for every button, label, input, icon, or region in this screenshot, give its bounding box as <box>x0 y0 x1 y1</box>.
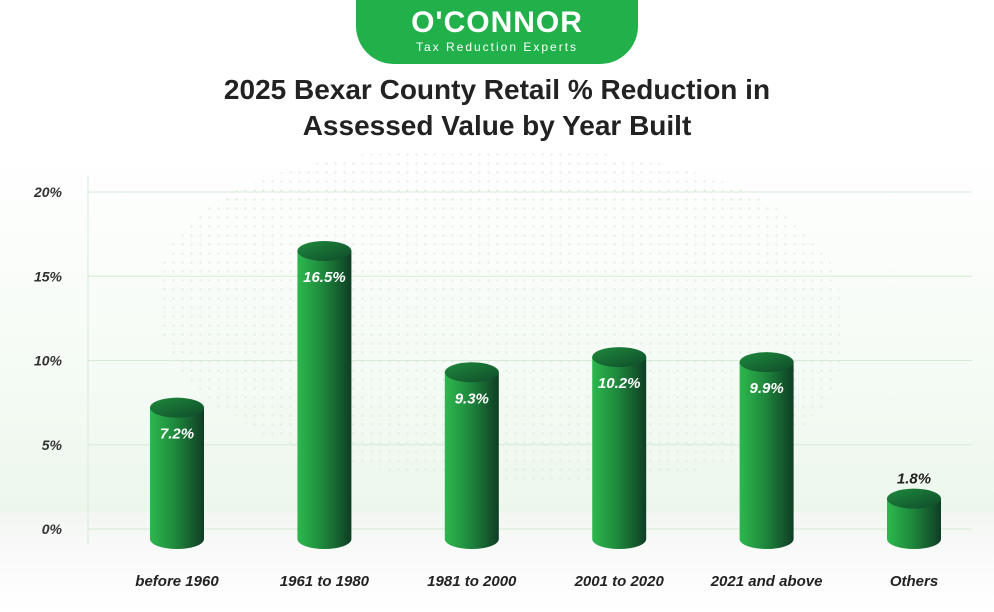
x-tick-label: 2001 to 2020 <box>574 573 665 590</box>
data-label: 16.5% <box>303 269 346 286</box>
y-tick-label: 0% <box>42 521 63 537</box>
bar-body <box>444 372 499 549</box>
chart-title-line-2: Assessed Value by Year Built <box>302 110 692 141</box>
oconnor-logo: O'CONNOR Tax Reduction Experts <box>356 0 638 64</box>
data-label: 10.2% <box>598 375 641 392</box>
bar <box>739 352 794 549</box>
y-tick-label: 15% <box>34 268 63 284</box>
y-tick-label: 20% <box>33 184 63 200</box>
x-tick-label: 1981 to 2000 <box>427 573 517 590</box>
x-tick-label: 2021 and above <box>710 573 823 590</box>
logo-name: O'CONNOR <box>411 6 583 39</box>
bar-top <box>592 347 647 368</box>
bar-body <box>297 250 352 549</box>
data-label: 7.2% <box>160 426 194 443</box>
bar-top <box>150 397 204 418</box>
bar-body <box>150 407 204 549</box>
y-tick-label: 5% <box>42 437 63 453</box>
data-label: 9.9% <box>749 380 783 397</box>
bar <box>444 362 499 549</box>
y-tick-label: 10% <box>34 353 63 369</box>
x-tick-label: Others <box>890 573 938 590</box>
bar-top <box>297 240 352 261</box>
bar-top <box>739 352 794 373</box>
bar-body <box>592 357 647 549</box>
bar <box>297 240 352 549</box>
chart-title-line-1: 2025 Bexar County Retail % Reduction in <box>223 74 771 105</box>
x-tick-label: before 1960 <box>135 573 219 590</box>
world-map-watermark <box>160 150 840 480</box>
x-tick-label: 1961 to 1980 <box>280 573 370 590</box>
bar <box>887 488 941 549</box>
logo-tagline: Tax Reduction Experts <box>415 40 579 54</box>
bar <box>150 397 204 549</box>
bar <box>592 347 647 549</box>
data-label: 9.3% <box>455 390 489 407</box>
chart-title: 2025 Bexar County Retail % Reduction in … <box>0 72 994 144</box>
bar-body <box>739 362 794 549</box>
bar-body <box>887 498 941 549</box>
data-label: 1.8% <box>897 471 931 488</box>
bar-top <box>887 488 941 509</box>
bar-top <box>444 362 499 383</box>
